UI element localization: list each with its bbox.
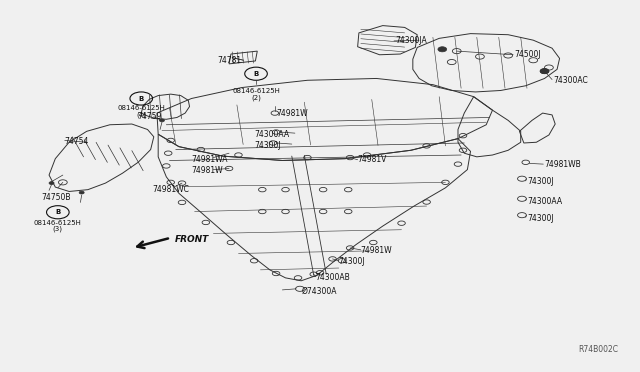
Text: R74B002C: R74B002C (578, 346, 618, 355)
Text: 74300JA: 74300JA (396, 36, 427, 45)
Text: 74981W: 74981W (361, 246, 392, 256)
Text: 74300AA: 74300AA (527, 197, 562, 206)
Text: 74981V: 74981V (358, 155, 387, 164)
Circle shape (540, 68, 549, 74)
Text: 74300AB: 74300AB (316, 273, 350, 282)
Text: (2): (2) (251, 94, 261, 101)
Text: 08146-6125H: 08146-6125H (117, 105, 165, 111)
Text: (4): (4) (136, 111, 146, 118)
Text: 74981W: 74981W (276, 109, 308, 118)
Text: 74300AA: 74300AA (254, 131, 289, 140)
Text: B: B (55, 209, 60, 215)
Circle shape (540, 68, 549, 74)
Circle shape (49, 182, 54, 185)
Text: 08146-6125H: 08146-6125H (34, 219, 82, 225)
Text: 74750B: 74750B (41, 193, 70, 202)
Text: 74981WB: 74981WB (545, 160, 581, 169)
Text: 74781: 74781 (218, 56, 242, 65)
Text: 74300J: 74300J (254, 141, 281, 150)
Text: 74300AC: 74300AC (554, 76, 588, 85)
Text: FRONT: FRONT (175, 235, 209, 244)
Text: (3): (3) (53, 225, 63, 232)
Text: 74754: 74754 (65, 137, 89, 146)
Text: B: B (139, 96, 144, 102)
Circle shape (79, 191, 84, 194)
Text: 08146-6125H: 08146-6125H (232, 87, 280, 94)
Circle shape (438, 47, 447, 52)
Text: 74300J: 74300J (339, 257, 365, 266)
Text: 74759: 74759 (137, 112, 161, 121)
Text: 74300J: 74300J (527, 214, 554, 222)
Text: 74981WC: 74981WC (152, 185, 189, 194)
Text: Ø74300A: Ø74300A (301, 287, 337, 296)
Text: 74300J: 74300J (527, 177, 554, 186)
Text: 74981W: 74981W (191, 166, 223, 175)
Text: 74981WA: 74981WA (191, 155, 228, 164)
Text: 74500J: 74500J (515, 50, 541, 59)
Text: B: B (253, 71, 259, 77)
Circle shape (159, 119, 164, 122)
